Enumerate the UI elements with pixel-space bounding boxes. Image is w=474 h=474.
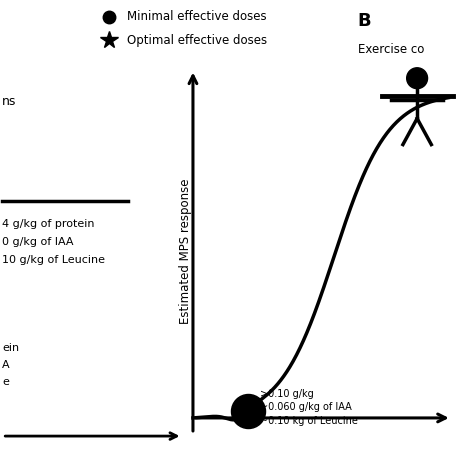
Text: A: A [2,360,10,370]
Text: B: B [358,12,372,30]
Text: Optimal effective doses: Optimal effective doses [127,34,267,47]
Text: 10 g/kg of Leucine: 10 g/kg of Leucine [2,255,105,265]
Text: 0 g/kg of IAA: 0 g/kg of IAA [2,237,74,247]
Point [244,407,252,415]
Circle shape [407,68,428,89]
Text: Exercise co: Exercise co [358,43,424,55]
Text: 4 g/kg of protein: 4 g/kg of protein [2,219,95,229]
Text: >0.10 g/kg
~0.060 g/kg of IAA
~0.10 kg of Leucine: >0.10 g/kg ~0.060 g/kg of IAA ~0.10 kg o… [260,389,358,426]
Text: ein: ein [2,343,19,354]
Text: Estimated MPS response: Estimated MPS response [179,179,191,325]
Text: e: e [2,376,9,387]
Text: ns: ns [2,95,17,109]
Text: Minimal effective doses: Minimal effective doses [127,10,267,23]
